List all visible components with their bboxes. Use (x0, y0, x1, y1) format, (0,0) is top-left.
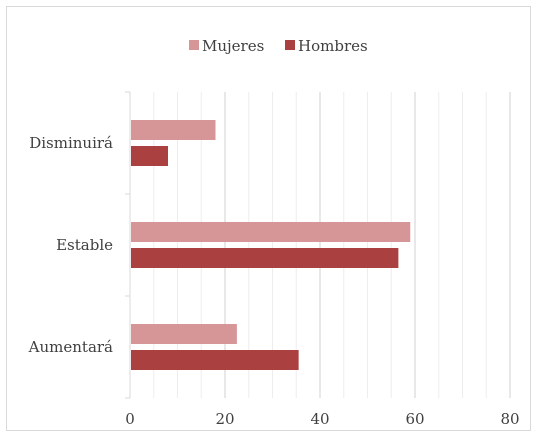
x-tick-label: 60 (405, 410, 424, 428)
x-tick-labels: 0 20 40 60 80 (125, 410, 519, 428)
legend-label-hombres: Hombres (298, 37, 368, 55)
x-tick-label: 40 (310, 410, 329, 428)
category-labels: Disminuirá Estable Aumentará (28, 134, 113, 356)
bar-mujeres (131, 222, 411, 242)
gridlines (153, 92, 511, 398)
legend-swatch-hombres (285, 40, 295, 50)
bars (131, 120, 411, 370)
bar-mujeres (131, 120, 216, 140)
bar-mujeres (131, 324, 237, 344)
legend-label-mujeres: Mujeres (202, 37, 264, 55)
bar-hombres (131, 248, 399, 268)
bar-hombres (131, 350, 299, 370)
category-label: Disminuirá (29, 134, 113, 152)
bar-hombres (131, 146, 168, 166)
x-tick-label: 0 (125, 410, 135, 428)
category-label: Aumentará (28, 338, 113, 356)
x-tick-label: 80 (500, 410, 519, 428)
category-label: Estable (56, 236, 113, 254)
x-tick-label: 20 (215, 410, 234, 428)
category-axis (125, 91, 131, 399)
legend: Mujeres Hombres (189, 37, 368, 55)
legend-swatch-mujeres (189, 40, 199, 50)
